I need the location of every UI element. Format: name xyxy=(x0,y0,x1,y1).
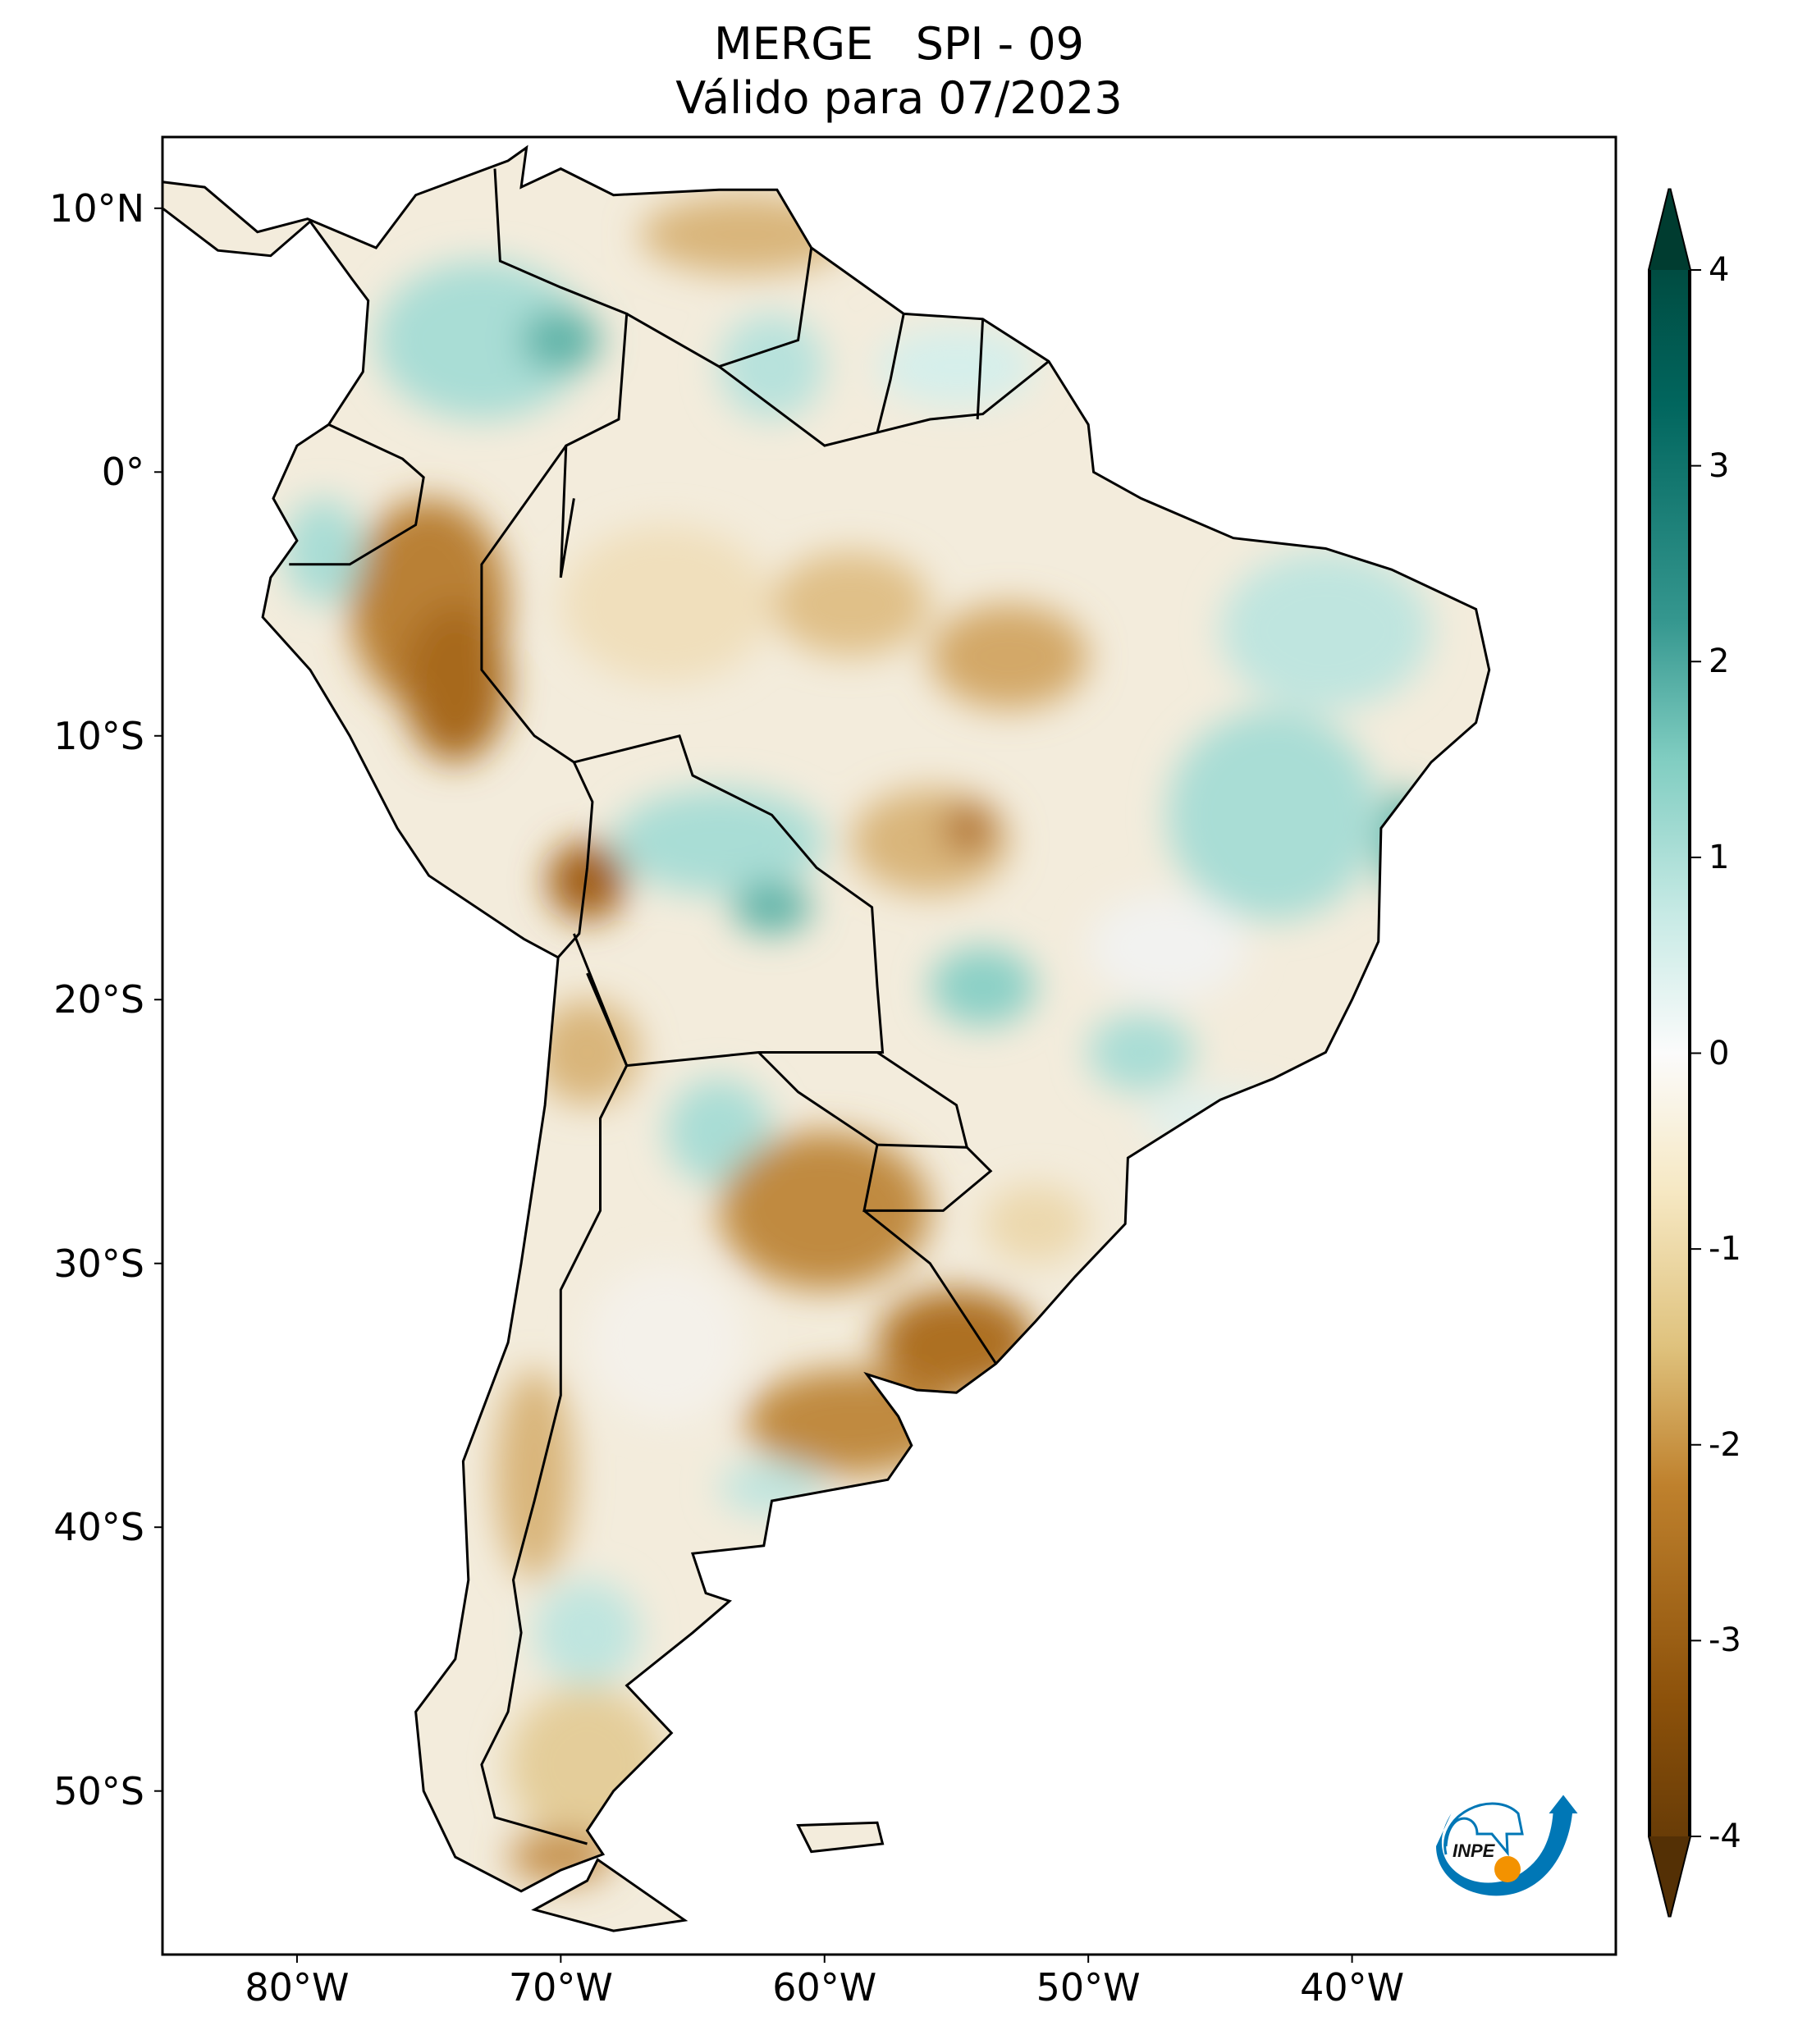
lat-tick-label: 30°S xyxy=(53,1241,144,1286)
map-title: MERGE SPI - 09 xyxy=(714,18,1084,70)
lat-tick-label: 10°S xyxy=(53,713,144,758)
map-subtitle: Válido para 07/2023 xyxy=(675,72,1123,124)
lat-tick-label: 10°N xyxy=(49,185,144,231)
colorbar-tick-label: -3 xyxy=(1709,1621,1741,1660)
lat-tick-label: 0° xyxy=(101,450,144,495)
inpe-logo: INPE xyxy=(1436,1795,1578,1896)
colorbar-tick-label: 1 xyxy=(1709,838,1730,876)
colorbar-tick-label: 2 xyxy=(1709,642,1730,681)
axis-ticks xyxy=(154,207,1353,1963)
lat-tick-label: 20°S xyxy=(53,977,144,1022)
colorbar xyxy=(1648,188,1701,1918)
lon-tick-label: 70°W xyxy=(508,1965,613,2010)
lon-tick-label: 60°W xyxy=(772,1965,877,2010)
colorbar-tick-label: -4 xyxy=(1709,1818,1741,1855)
land-area xyxy=(161,144,1491,1932)
lat-tick-label: 40°S xyxy=(53,1505,144,1550)
colorbar-tick-label: -2 xyxy=(1709,1425,1741,1464)
inpe-logo-text: INPE xyxy=(1453,1841,1496,1861)
lon-tick-label: 80°W xyxy=(245,1965,350,2010)
lat-tick-label: 50°S xyxy=(53,1768,144,1813)
country-borders xyxy=(289,168,1050,1845)
map-frame xyxy=(161,135,1617,1956)
colorbar-tick-label: -1 xyxy=(1709,1230,1741,1269)
coastline xyxy=(161,144,1491,1932)
colorbar-tick-label: 0 xyxy=(1709,1034,1730,1072)
lon-tick-label: 50°W xyxy=(1036,1965,1141,2010)
colorbar-tick-label: 3 xyxy=(1709,446,1730,485)
colorbar-tick-label: 4 xyxy=(1709,251,1730,289)
lon-tick-label: 40°W xyxy=(1300,1965,1405,2010)
